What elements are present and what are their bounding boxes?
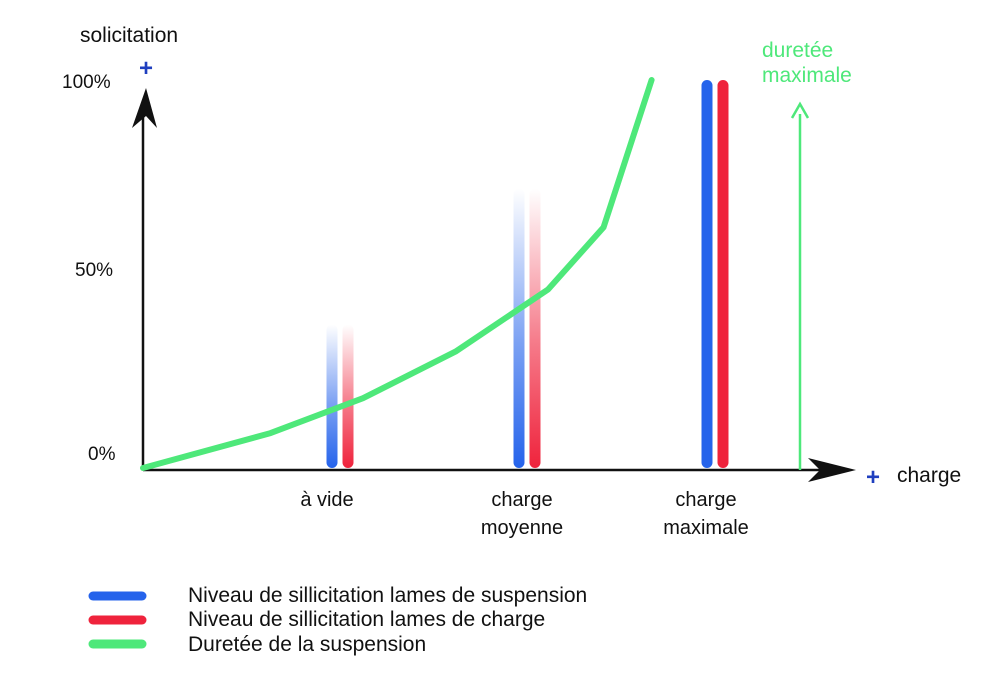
- tick-label-0: 0%: [88, 444, 116, 465]
- bar-series2-cat2: [529, 188, 541, 468]
- x-axis-plus-icon: +: [866, 464, 880, 491]
- axes: [132, 88, 856, 482]
- annotation-label-line2: maximale: [762, 64, 852, 87]
- bar-series1-cat3: [701, 80, 713, 468]
- annotation-arrow-head: [790, 101, 810, 119]
- annotation-arrow: [790, 101, 810, 470]
- tick-label-50: 50%: [75, 260, 113, 281]
- line-series-durete: [140, 77, 655, 471]
- legend-label-charge: Niveau de sillicitation lames de charge: [188, 608, 545, 631]
- bar-series1-cat2: [513, 188, 525, 468]
- legend: Niveau de sillicitation lames de suspens…: [88, 584, 587, 656]
- bar-series2-cat3: [717, 80, 729, 468]
- category-label-charge-moyenne-1: charge: [491, 489, 552, 511]
- bar-series2-cat1: [342, 324, 354, 468]
- category-label-charge-maximale-1: charge: [675, 489, 736, 511]
- legend-label-suspension: Niveau de sillicitation lames de suspens…: [188, 584, 587, 607]
- category-label-charge-moyenne-2: moyenne: [481, 517, 563, 539]
- x-axis-title: charge: [897, 464, 961, 487]
- y-axis-arrow: [132, 88, 157, 128]
- tick-label-100: 100%: [62, 72, 111, 93]
- y-axis-title: solicitation: [80, 24, 178, 47]
- category-label-a-vide: à vide: [300, 489, 353, 511]
- legend-label-durete: Duretée de la suspension: [188, 633, 426, 656]
- y-axis-plus-icon: +: [139, 55, 153, 82]
- annotation-label-line1: duretée: [762, 39, 833, 62]
- category-label-charge-maximale-2: maximale: [663, 517, 749, 539]
- x-axis-arrow: [808, 458, 856, 482]
- bar-series1-cat1: [326, 324, 338, 468]
- bars-layer: [326, 80, 729, 468]
